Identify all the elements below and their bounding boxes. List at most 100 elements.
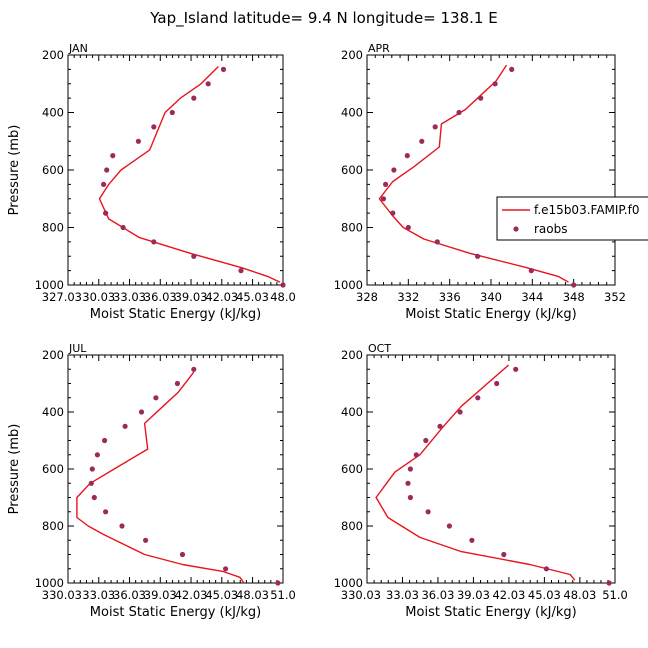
x-tick-label: 48.03 — [563, 588, 596, 602]
y-tick-label: 600 — [42, 163, 64, 177]
x-axis-label: Moist Static Energy (kJ/kg) — [90, 307, 261, 322]
y-tick-label: 600 — [341, 163, 363, 177]
obs-point — [122, 423, 128, 429]
legend: f.e15b03.FAMIP.f0 raobs — [496, 196, 648, 241]
x-tick-label: 332 — [397, 290, 419, 304]
x-tick-label: 42.03 — [175, 588, 208, 602]
obs-point — [151, 239, 157, 245]
figure-title: Yap_Island latitude= 9.4 N longitude= 13… — [149, 9, 497, 28]
y-axis-label: Pressure (mb) — [7, 424, 22, 515]
obs-point — [174, 380, 180, 387]
x-tick-label: 33.03 — [82, 588, 115, 602]
x-tick-label: 328 — [356, 290, 378, 304]
obs-point — [135, 138, 141, 144]
x-tick-label: 340 — [480, 290, 502, 304]
obs-point — [88, 480, 94, 486]
x-tick-label: 33.03 — [113, 290, 146, 304]
obs-point — [475, 395, 481, 401]
obs-point — [404, 153, 410, 159]
obs-point — [425, 509, 431, 515]
obs-point — [457, 409, 463, 415]
obs-point — [275, 580, 281, 586]
panel-label: APR — [368, 42, 390, 55]
obs-point — [423, 437, 429, 444]
obs-point — [380, 196, 387, 202]
x-axis-label: Moist Static Energy (kJ/kg) — [90, 605, 261, 620]
x-tick-label: 45.03 — [236, 290, 269, 304]
obs-point — [110, 153, 116, 159]
legend-obs-label: raobs — [534, 222, 568, 236]
x-tick-label: 36.03 — [144, 290, 177, 304]
x-tick-label: 36.03 — [421, 588, 454, 602]
obs-point — [151, 124, 157, 130]
obs-point — [391, 167, 397, 173]
y-tick-label: 600 — [42, 462, 64, 476]
legend-model-label: f.e15b03.FAMIP.f0 — [534, 203, 639, 217]
y-tick-label: 200 — [42, 48, 64, 62]
obs-point — [513, 366, 519, 372]
plot-frame — [67, 354, 284, 584]
obs-point — [220, 66, 227, 72]
plot-frame — [366, 354, 616, 584]
x-tick-label: 51.0 — [602, 588, 628, 602]
x-tick-label: 348 — [563, 290, 585, 304]
obs-point — [413, 452, 419, 458]
obs-point — [191, 366, 197, 372]
y-tick-label: 800 — [341, 221, 363, 235]
obs-point — [102, 437, 108, 444]
obs-point — [492, 81, 498, 87]
obs-point — [143, 537, 149, 543]
x-tick-label: 344 — [521, 290, 543, 304]
x-tick-label: 51.0 — [270, 588, 296, 602]
obs-point — [89, 466, 95, 472]
obs-point — [456, 109, 462, 116]
y-tick-label: 400 — [42, 106, 64, 120]
obs-point — [419, 138, 425, 144]
obs-point — [103, 509, 109, 515]
obs-point — [191, 95, 197, 101]
obs-point — [119, 523, 125, 529]
obs-point — [120, 224, 126, 231]
series-line-model — [378, 64, 569, 283]
obs-point — [407, 494, 413, 501]
y-tick-label: 1000 — [334, 576, 363, 590]
obs-point — [223, 566, 229, 572]
obs-point — [437, 423, 443, 429]
obs-point — [405, 224, 411, 231]
x-tick-label: 30.03 — [82, 290, 115, 304]
obs-point — [169, 109, 175, 116]
obs-point — [153, 395, 159, 401]
plot-frame — [67, 54, 284, 286]
x-tick-label: 352 — [604, 290, 626, 304]
y-tick-label: 800 — [341, 519, 363, 533]
x-tick-label: 42.03 — [492, 588, 525, 602]
y-tick-label: 200 — [341, 48, 363, 62]
obs-point — [446, 523, 452, 529]
obs-point — [390, 210, 396, 216]
x-tick-label: 39.03 — [144, 588, 177, 602]
plot-frame — [366, 54, 616, 286]
x-tick-label: 33.03 — [386, 588, 419, 602]
x-tick-label: 45.03 — [528, 588, 561, 602]
obs-point — [94, 452, 100, 458]
x-tick-label: 330.03 — [42, 588, 82, 602]
y-axis-label: Pressure (mb) — [7, 125, 22, 216]
obs-point — [469, 537, 475, 543]
obs-point — [432, 124, 438, 130]
obs-point — [179, 551, 186, 558]
y-tick-label: 1000 — [334, 278, 363, 292]
x-tick-label: 42.03 — [205, 290, 238, 304]
obs-point — [475, 253, 481, 259]
legend-obs-marker — [513, 226, 519, 232]
obs-point — [501, 551, 507, 558]
obs-point — [91, 494, 97, 501]
x-tick-label: 48.0 — [270, 290, 296, 304]
legend-box — [496, 196, 648, 241]
x-tick-label: 327.03 — [42, 290, 82, 304]
y-tick-label: 400 — [341, 405, 363, 419]
